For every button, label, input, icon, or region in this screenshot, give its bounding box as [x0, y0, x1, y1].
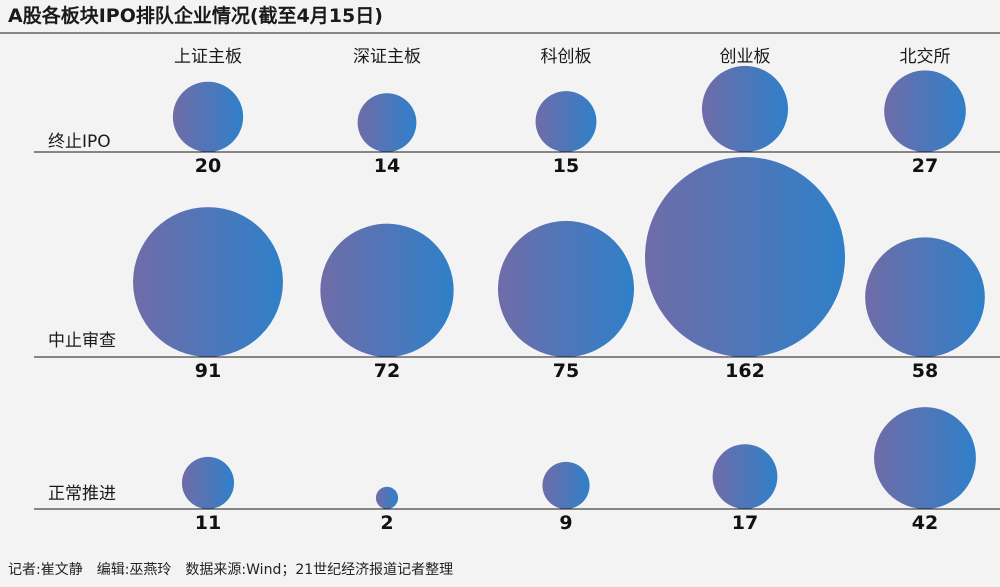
chart-row-3: 正常推进 11 2 9 17 42: [34, 407, 1000, 534]
bubble-row3-col4: [712, 444, 778, 510]
bubble-row1-col2: [357, 93, 417, 152]
value-label-row3-col4: 17: [732, 512, 758, 534]
value-label-row3-col5: 42: [912, 512, 938, 534]
bubble-row3-col1: [181, 456, 235, 509]
bubble-row1-col4: [701, 65, 789, 152]
chart-row-1: 终止IPO2014153027: [34, 65, 1000, 177]
column-label-1: 上证主板: [174, 47, 242, 67]
bubble-row3-col2: [375, 486, 399, 509]
value-label-row3-col2: 2: [380, 512, 393, 534]
chart-rows: 终止IPO2014153027中止审查91727516258正常推进112917…: [34, 65, 1000, 534]
bubble-row3-col5: [874, 407, 976, 509]
column-label-3: 科创板: [541, 47, 592, 67]
row-label-1: 终止IPO: [48, 132, 111, 152]
column-label-5: 北交所: [900, 47, 951, 67]
value-label-row1-col2: 14: [374, 155, 400, 177]
value-label-row2-col5: 58: [912, 360, 938, 382]
bubble-row2-col5: [865, 237, 985, 357]
chart-title: A股各板块IPO排队企业情况(截至4月15日): [8, 4, 383, 27]
bubble-row2-col2: [320, 223, 454, 357]
row-label-3: 正常推进: [48, 484, 116, 504]
column-labels: 上证主板 深证主板 科创板 创业板 北交所: [174, 47, 951, 67]
row-label-2: 中止审查: [48, 331, 116, 351]
column-label-4: 创业板: [720, 47, 771, 67]
column-label-2: 深证主板: [353, 47, 421, 67]
bubble-row1-col1: [172, 81, 244, 152]
chart-row-2: 中止审查 91 72 75 162 58: [34, 157, 1000, 382]
footer-credit: 记者:崔文静 编辑:巫燕玲 数据来源:Wind；21世纪经济报道记者整理: [8, 562, 453, 578]
value-label-row2-col1: 91: [195, 360, 221, 382]
bubble-row1-col3: [535, 91, 597, 152]
bubble-row2-col1: [133, 207, 283, 357]
bubble-row2-col4: [645, 157, 845, 357]
value-label-row1-col3: 15: [553, 155, 579, 177]
value-label-row3-col1: 11: [195, 512, 221, 534]
bubble-row3-col3: [542, 461, 590, 509]
value-label-row2-col2: 72: [374, 360, 400, 382]
value-label-row3-col3: 9: [559, 512, 572, 534]
bubble-row1-col5: [884, 70, 966, 152]
bubble-row2-col3: [497, 220, 635, 357]
value-label-row2-col3: 75: [553, 360, 579, 382]
value-label-row1-col5: 27: [912, 155, 938, 177]
value-label-row1-col1: 20: [195, 155, 221, 177]
value-label-row2-col4: 162: [725, 360, 765, 382]
